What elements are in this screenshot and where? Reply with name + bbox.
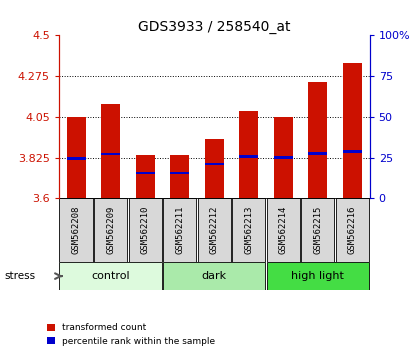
Bar xyxy=(163,262,265,290)
Bar xyxy=(267,262,369,290)
Text: dark: dark xyxy=(202,271,227,281)
Bar xyxy=(66,157,86,160)
Bar xyxy=(267,198,300,262)
Bar xyxy=(94,198,127,262)
Bar xyxy=(163,198,196,262)
Bar xyxy=(129,198,162,262)
Text: high light: high light xyxy=(291,271,344,281)
Legend: transformed count, percentile rank within the sample: transformed count, percentile rank withi… xyxy=(47,324,215,346)
Bar xyxy=(136,172,155,174)
Bar xyxy=(308,82,327,198)
Bar xyxy=(136,155,155,198)
Bar xyxy=(301,198,334,262)
Text: GSM562209: GSM562209 xyxy=(106,206,115,254)
Bar xyxy=(336,198,369,262)
Text: GSM562212: GSM562212 xyxy=(210,206,219,254)
Bar xyxy=(343,150,362,153)
Text: GSM562213: GSM562213 xyxy=(244,206,253,254)
Bar xyxy=(198,198,231,262)
Text: GSM562208: GSM562208 xyxy=(71,206,81,254)
Bar xyxy=(60,198,93,262)
Bar xyxy=(170,172,189,174)
Bar xyxy=(239,155,258,158)
Bar xyxy=(205,163,224,165)
Text: GSM562215: GSM562215 xyxy=(313,206,322,254)
Bar xyxy=(101,153,120,155)
Bar xyxy=(274,156,293,159)
Bar xyxy=(232,198,265,262)
Bar xyxy=(66,117,86,198)
Bar xyxy=(205,138,224,198)
Bar xyxy=(274,117,293,198)
Bar xyxy=(101,104,120,198)
Bar xyxy=(60,262,162,290)
Title: GDS3933 / 258540_at: GDS3933 / 258540_at xyxy=(138,21,291,34)
Bar xyxy=(343,63,362,198)
Text: GSM562210: GSM562210 xyxy=(141,206,150,254)
Text: stress: stress xyxy=(4,271,35,281)
Text: control: control xyxy=(91,271,130,281)
Bar xyxy=(170,155,189,198)
Bar xyxy=(308,152,327,155)
Text: GSM562211: GSM562211 xyxy=(175,206,184,254)
Bar xyxy=(239,112,258,198)
Text: GSM562214: GSM562214 xyxy=(279,206,288,254)
Text: GSM562216: GSM562216 xyxy=(348,206,357,254)
